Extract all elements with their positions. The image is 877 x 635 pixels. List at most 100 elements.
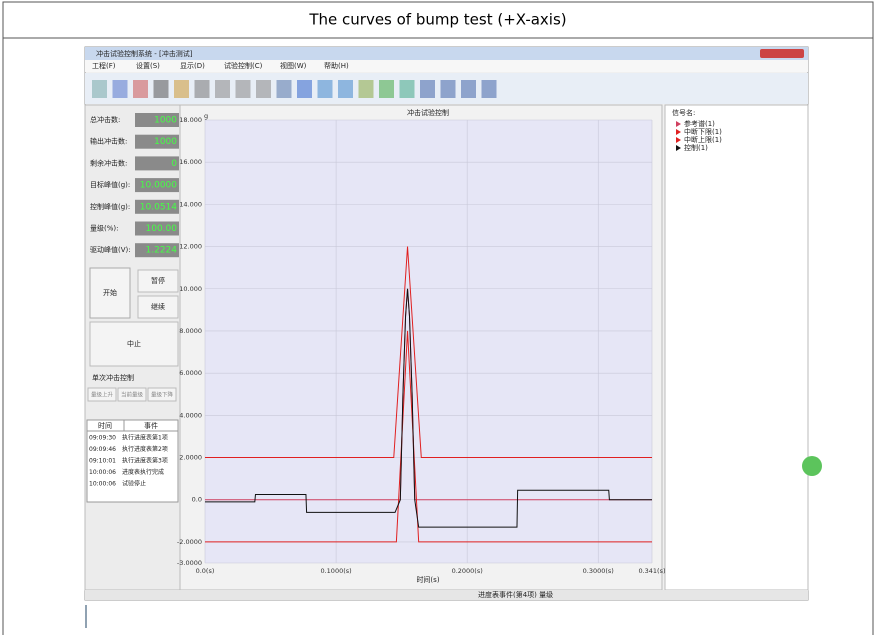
title-bar (85, 47, 808, 60)
legend-marker (676, 121, 681, 127)
toolbar-icon[interactable] (379, 80, 394, 98)
y-tick-label: 8.0000 (179, 327, 202, 335)
toolbar-icon[interactable] (112, 80, 128, 98)
chart-title: 冲击试验控制 (407, 108, 449, 117)
y-tick-label: 12.000 (179, 243, 202, 251)
field-box (135, 134, 179, 149)
menu-item[interactable]: 视图(W) (280, 61, 307, 70)
toolbar-icon[interactable] (174, 80, 189, 98)
menu-item[interactable]: 显示(D) (180, 62, 205, 70)
field-label: 量级(%): (90, 224, 118, 233)
y-tick-label: 0.0 (192, 496, 202, 504)
x-tick-label: 0.0(s) (196, 567, 215, 575)
toolbar-icon[interactable] (133, 80, 148, 98)
x-tick-label: 0.1000(s) (320, 567, 351, 575)
start-button[interactable] (89, 267, 131, 319)
side-badge[interactable] (802, 456, 822, 476)
y-tick-label: 16.000 (179, 158, 202, 166)
toolbar-icon[interactable] (194, 80, 210, 98)
field-box (135, 199, 179, 214)
level-button[interactable] (147, 387, 177, 402)
menu-bar (85, 60, 808, 72)
toolbar-icon[interactable] (256, 80, 271, 98)
field-label: 驱动峰值(V): (90, 245, 131, 254)
toolbar-icon[interactable] (358, 80, 374, 98)
status-text: 进度表事件(第4项) 量级 (478, 590, 553, 599)
y-tick-label: 4.0000 (179, 411, 202, 419)
pause-label: 暂停 (151, 276, 165, 285)
level-label: 量级上升 (91, 391, 114, 399)
menu-item[interactable]: 试验控制(C) (224, 61, 263, 70)
menu-item[interactable]: 工程(F) (92, 61, 116, 70)
level-label: 当前量级 (121, 391, 144, 399)
log-table (86, 419, 179, 503)
toolbar-icon[interactable] (92, 80, 107, 98)
field-value: 0 (171, 159, 177, 169)
log-header: 时间 (98, 421, 112, 430)
legend-label: 中断下限(1) (684, 127, 722, 136)
field-value: 1.2224 (146, 246, 178, 256)
plot-area (205, 120, 652, 563)
legend-pane (664, 104, 809, 591)
toolbar-icon[interactable] (461, 80, 476, 98)
y-tick-label: 18.000 (179, 116, 202, 124)
y-unit: g (204, 112, 208, 120)
log-cell: 09:10:01 (89, 458, 116, 465)
abort-button[interactable] (89, 321, 179, 367)
toolbar-icon[interactable] (153, 80, 169, 98)
toolbar-icon[interactable] (399, 80, 415, 98)
log-cell: 进度表执行完成 (122, 468, 164, 476)
resume-button[interactable] (137, 295, 179, 319)
y-tick-label: 10.000 (179, 285, 202, 293)
legend-marker (676, 129, 681, 135)
menu-item[interactable]: 帮助(H) (324, 61, 349, 70)
field-box (135, 178, 179, 193)
log-cell: 10:00:06 (89, 469, 116, 476)
field-value: 1000 (154, 116, 177, 126)
menu-item[interactable]: 设置(S) (136, 61, 160, 70)
log-cell: 09:09:30 (89, 435, 116, 442)
log-cell: 执行进度表第3项 (122, 457, 168, 465)
x-axis-label: 时间(s) (416, 575, 439, 584)
field-box (135, 156, 179, 171)
toolbar-icon[interactable] (317, 80, 333, 98)
legend-label: 参考谱(1) (684, 119, 715, 128)
field-value: 1000 (154, 137, 177, 147)
field-label: 目标峰值(g): (90, 180, 130, 189)
level-button[interactable] (87, 387, 117, 402)
toolbar-icon[interactable] (276, 80, 292, 98)
field-box (135, 113, 179, 127)
y-tick-label: -2.0000 (177, 538, 202, 546)
status-bar (85, 590, 808, 600)
toolbar-icon[interactable] (297, 80, 312, 98)
x-tick-label: 0.2000(s) (452, 567, 483, 575)
level-button[interactable] (117, 387, 147, 402)
legend-label: 控制(1) (684, 143, 708, 152)
field-label: 控制峰值(g): (90, 202, 130, 211)
toolbar-icon[interactable] (215, 80, 230, 98)
level-label: 量级下降 (151, 391, 174, 399)
window-controls[interactable] (760, 49, 804, 58)
start-label: 开始 (103, 288, 117, 297)
pause-button[interactable] (137, 269, 179, 293)
toolbar-icon[interactable] (440, 80, 456, 98)
field-label: 剩余冲击数: (90, 158, 127, 167)
toolbar-icon[interactable] (481, 80, 497, 98)
y-tick-label: 6.0000 (179, 369, 202, 377)
y-tick-label: 14.000 (179, 200, 202, 208)
window-title: 冲击试验控制系统 - [冲击测试] (96, 49, 193, 58)
field-box (135, 221, 179, 236)
header-title: The curves of bump test (+X-axis) (308, 11, 566, 29)
log-cell: 执行进度表第1项 (122, 434, 168, 442)
toolbar-icon[interactable] (338, 80, 353, 98)
field-label: 总冲击数: (90, 115, 120, 124)
series-line (205, 330, 652, 543)
field-label: 输出冲击数: (90, 137, 127, 146)
y-tick-label: 2.0000 (179, 454, 202, 462)
toolbar-icon[interactable] (420, 80, 435, 98)
log-cell: 09:09:46 (89, 446, 116, 453)
y-tick-label: -3.0000 (177, 559, 202, 567)
log-cell: 试验停止 (122, 480, 146, 488)
toolbar-icon[interactable] (235, 80, 251, 98)
